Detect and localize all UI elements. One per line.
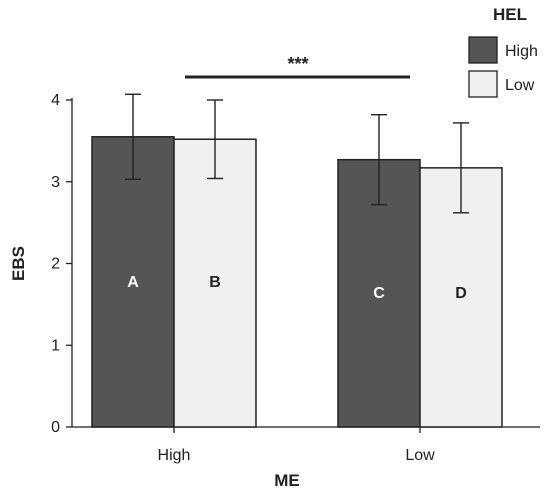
- legend-label: High: [505, 43, 538, 60]
- y-tick-label: 3: [51, 174, 60, 191]
- legend-title: HEL: [493, 5, 527, 24]
- bar: [173, 138, 257, 428]
- y-axis-title: EBS: [9, 246, 28, 281]
- y-tick-label: 1: [51, 337, 60, 354]
- y-tick-label: 2: [51, 256, 60, 273]
- bar-label: D: [455, 285, 467, 302]
- y-tick-label: 0: [51, 419, 60, 436]
- significance-annotation: ***: [185, 54, 410, 79]
- chart-bars: [91, 136, 503, 428]
- bar-label: C: [373, 285, 385, 302]
- legend-swatch: [468, 36, 498, 64]
- chart-error-bars: [125, 93, 469, 214]
- bar: [91, 136, 175, 428]
- bar-label: A: [127, 274, 139, 291]
- x-tick-label: Low: [405, 447, 435, 464]
- bar-label: B: [209, 274, 221, 291]
- x-tick-label: High: [158, 447, 191, 464]
- legend-label: Low: [505, 77, 535, 94]
- chart-legend: HEL High Low: [468, 5, 538, 98]
- legend-swatch: [468, 70, 498, 98]
- y-tick-label: 4: [51, 92, 60, 109]
- x-axis-title: ME: [274, 471, 300, 490]
- significance-label: ***: [287, 54, 308, 74]
